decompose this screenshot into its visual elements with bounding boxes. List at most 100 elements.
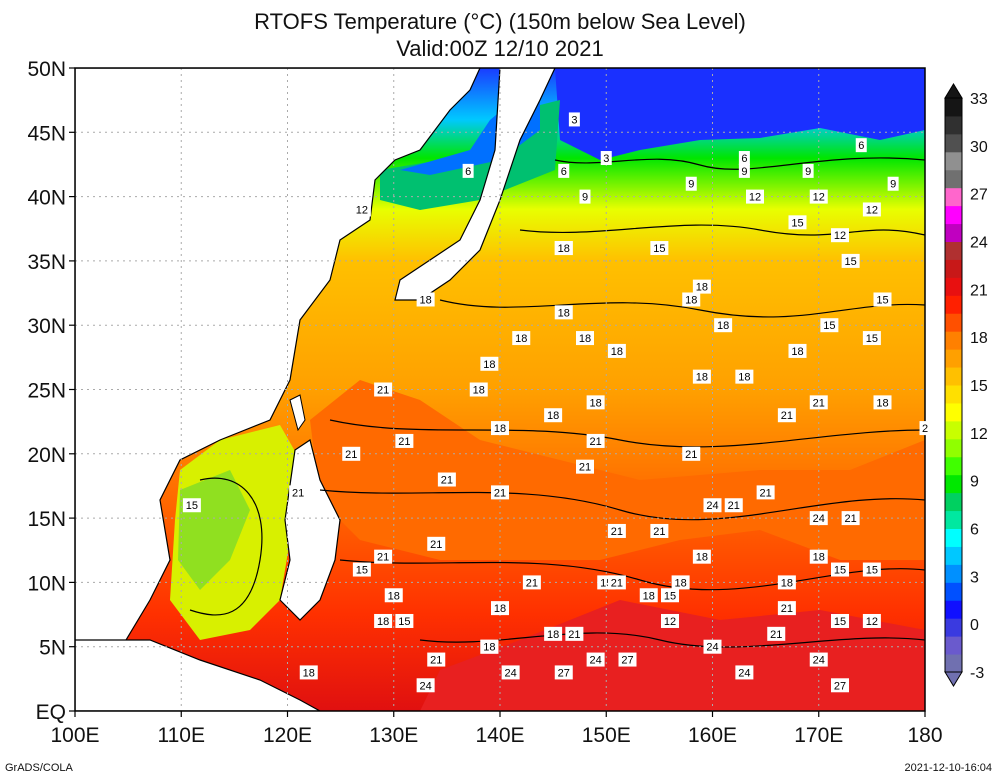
contour-label-box	[738, 151, 750, 166]
contour-label: 12	[356, 204, 368, 216]
colorbar-segment	[945, 259, 962, 278]
contour-label-box	[831, 678, 849, 693]
y-axis: EQ 5N 10N 15N 20N 25N 30N 35N 40N 45N 50N	[27, 58, 75, 724]
contour-label: 18	[781, 577, 793, 589]
contour-label: 18	[494, 423, 506, 435]
y-tick-label: 25N	[27, 380, 66, 403]
contour-label: 18	[696, 552, 708, 564]
colorbar-segment	[945, 636, 962, 655]
colorbar-segment	[945, 582, 962, 601]
contour-label-box	[522, 575, 541, 590]
colorbar-label: 30	[970, 139, 988, 156]
contour-label-box	[607, 575, 626, 590]
contour-label-box	[692, 549, 711, 564]
contour-label: 21	[568, 629, 580, 641]
contour-label-box	[427, 652, 446, 667]
map-subtitle: Valid:00Z 12/10 2021	[396, 36, 604, 61]
colorbar-label: 21	[970, 282, 988, 299]
contour-label: 18	[547, 410, 559, 422]
philippines	[279, 439, 341, 621]
contour-label: 18	[643, 590, 655, 602]
contour-label: 9	[890, 179, 896, 191]
contour-label-box	[576, 331, 594, 346]
contour-label-box	[437, 472, 456, 487]
contour-label: 18	[876, 397, 888, 409]
x-tick-label: 110E	[158, 724, 206, 747]
contour-label: 15	[834, 616, 846, 628]
contour-label-box	[586, 395, 605, 410]
x-tick-label: 140E	[475, 724, 524, 747]
contour-label: 3	[571, 114, 577, 126]
contour-label: 15	[866, 565, 878, 577]
contour-label-box	[682, 446, 701, 461]
contour-label-box	[395, 433, 414, 448]
x-tick-label: 120E	[263, 724, 312, 747]
contour-label: 12	[866, 204, 878, 216]
contour-label-box	[919, 421, 931, 436]
contour-label-box	[374, 382, 393, 397]
contour-label: 18	[813, 552, 825, 564]
contour-label-box	[831, 228, 849, 243]
contour-label: 21	[398, 436, 410, 448]
colorbar-label: 9	[970, 474, 979, 491]
contour-label: 9	[741, 166, 747, 178]
colorbar-segment	[945, 385, 962, 404]
contour-label-box	[862, 202, 881, 217]
contour-label-box	[469, 382, 488, 397]
contour-label: 15	[834, 565, 846, 577]
contour-label: 27	[558, 667, 570, 679]
contour-label-box	[746, 189, 764, 204]
contour-label: 9	[805, 166, 811, 178]
colorbar-segment	[945, 367, 962, 386]
contour-label: 18	[590, 397, 602, 409]
x-tick-label: 180	[907, 724, 942, 747]
colorbar-segment	[945, 654, 962, 673]
contour-label-box	[586, 652, 605, 667]
colorbar-segment	[945, 349, 962, 368]
colorbar-segment	[945, 205, 962, 225]
contour-label-box	[862, 613, 881, 628]
contour-label-box	[568, 112, 580, 127]
contour-label-box	[586, 433, 605, 448]
contour-label: 15	[186, 500, 198, 512]
x-axis: 100E 110E 120E 130E 140E 150E 160E 170E 180	[50, 711, 943, 747]
contour-label: 15	[356, 565, 368, 577]
contour-label: 21	[579, 462, 591, 474]
map-title: RTOFS Temperature (°C) (150m below Sea L…	[254, 9, 746, 34]
timestamp-text: 2021-12-10-16:04	[904, 762, 992, 774]
contour-label: 18	[515, 333, 527, 345]
contour-label: 15	[791, 217, 803, 229]
contour-label-box	[607, 343, 626, 358]
contour-label-box	[685, 176, 697, 191]
contour-label: 18	[420, 294, 432, 306]
contour-label-box	[639, 588, 658, 603]
asia-landmass	[75, 68, 481, 711]
colorbar-segment	[945, 438, 962, 458]
colorbar-label: 15	[970, 378, 988, 395]
contour-label-box	[650, 241, 669, 256]
contour-label-box	[831, 613, 849, 628]
contour-label: 18	[717, 320, 729, 332]
contour-label: 24	[706, 642, 718, 654]
colorbar-segment	[945, 600, 962, 619]
contour-label-box	[703, 639, 722, 654]
contour-label: 18	[388, 590, 400, 602]
contour-label-box	[299, 665, 318, 680]
contour-label-box	[554, 241, 573, 256]
contour-label-box	[738, 163, 750, 178]
contour-label: 12	[664, 616, 676, 628]
colorbar-segment	[945, 313, 962, 332]
contour-label: 12	[749, 192, 761, 204]
contour-label: 27	[621, 655, 633, 667]
contour-label-box	[579, 189, 591, 204]
contour-label: 9	[688, 179, 694, 191]
contour-label-box	[777, 408, 796, 423]
contour-label-box	[427, 536, 446, 551]
y-tick-label: 5N	[39, 637, 66, 660]
contour-label-box	[182, 498, 201, 513]
contour-label: 18	[494, 603, 506, 615]
colorbar-segment	[945, 492, 962, 512]
y-tick-label: 15N	[27, 508, 66, 531]
credit-text: GrADS/COLA	[5, 762, 73, 774]
